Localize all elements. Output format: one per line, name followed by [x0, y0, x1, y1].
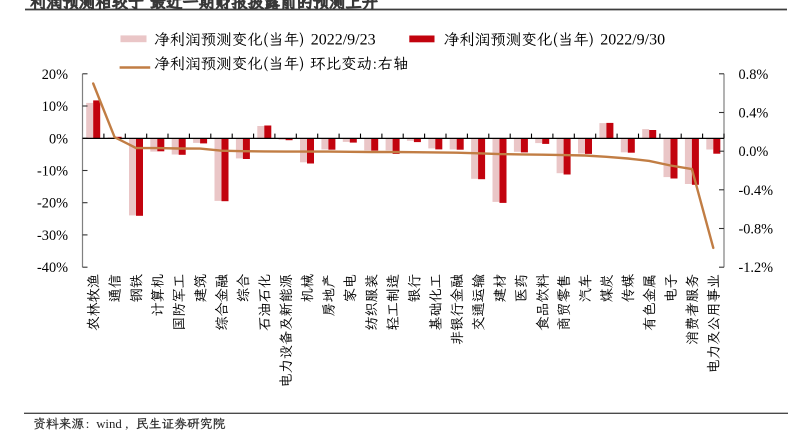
svg-text:wind: wind: [96, 417, 122, 431]
svg-text:0%: 0%: [49, 131, 68, 147]
svg-text:2022/9/30: 2022/9/30: [600, 32, 665, 49]
svg-text:-0.4%: -0.4%: [739, 183, 774, 199]
svg-text::: :: [86, 417, 90, 431]
svg-text:-40%: -40%: [37, 260, 68, 276]
svg-text:0.4%: 0.4%: [739, 106, 769, 122]
svg-text:2022/9/23: 2022/9/23: [311, 32, 376, 49]
svg-text:-1.2%: -1.2%: [739, 260, 774, 276]
svg-text:-20%: -20%: [37, 196, 68, 212]
svg-text:0.0%: 0.0%: [739, 144, 769, 160]
svg-text:0.8%: 0.8%: [739, 67, 769, 83]
svg-text:20%: 20%: [42, 67, 68, 83]
svg-text:-10%: -10%: [37, 164, 68, 180]
svg-text:,: ,: [125, 417, 128, 431]
svg-text:-30%: -30%: [37, 228, 68, 244]
svg-text:10%: 10%: [42, 99, 68, 115]
svg-text:-0.8%: -0.8%: [739, 222, 774, 238]
